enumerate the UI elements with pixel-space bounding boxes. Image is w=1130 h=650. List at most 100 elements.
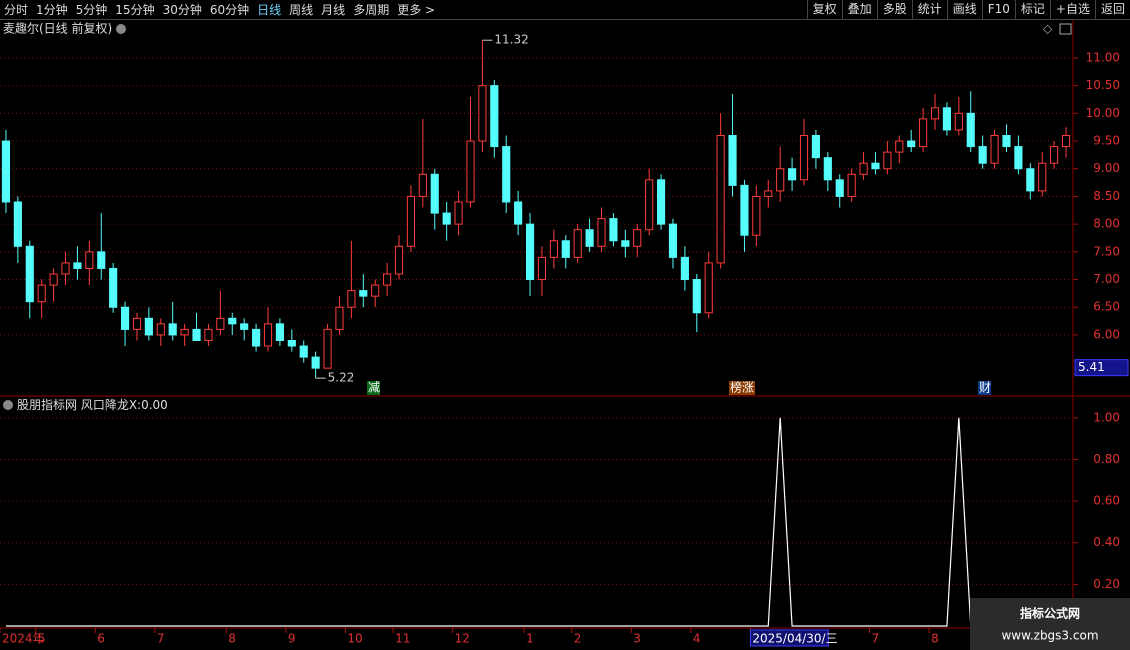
x-tick-label: 10 xyxy=(347,632,362,646)
toggle-icon[interactable] xyxy=(1059,23,1072,35)
candle-body xyxy=(811,135,820,159)
candle-body xyxy=(240,323,249,330)
candle-body xyxy=(25,245,34,303)
diamond-icon[interactable]: ◇ xyxy=(1043,22,1053,36)
event-marker: 减 xyxy=(368,381,380,395)
candle-body xyxy=(954,112,963,131)
candle-body xyxy=(752,195,761,236)
candle-body xyxy=(490,85,499,148)
x-tick-label: 4 xyxy=(693,632,701,646)
x-tick-label: 11 xyxy=(395,632,410,646)
candle-body xyxy=(109,267,118,308)
x-tick-label: 2 xyxy=(574,632,582,646)
toolbar: 分时 1分钟 5分钟 15分钟 30分钟 60分钟 日线 周线 月线 多周期 更多 > 复权 叠加 多股统… xyxy=(0,0,1130,20)
candle-body xyxy=(132,317,142,330)
candle-body xyxy=(49,273,58,286)
candle-body xyxy=(573,229,582,258)
toolbar-button[interactable]: 15分钟 xyxy=(115,3,155,17)
candle-body xyxy=(799,135,809,181)
y-tick-label: 8.00 xyxy=(1093,217,1120,231)
toolbar-button[interactable]: +自选 xyxy=(1049,0,1095,19)
toolbar-button[interactable]: 返回 xyxy=(1094,0,1130,19)
candle-body xyxy=(728,135,737,186)
candle-body xyxy=(776,168,785,192)
candle-body xyxy=(430,173,439,214)
x-tick-label: 12 xyxy=(455,632,470,646)
x-tick-label: 6 xyxy=(97,632,105,646)
candle-body xyxy=(1002,135,1011,148)
candle-body xyxy=(823,157,832,181)
candle-body xyxy=(537,256,547,281)
candle-body xyxy=(144,317,153,336)
candle-body xyxy=(514,201,523,225)
toolbar-button[interactable]: 30分钟 xyxy=(162,3,202,17)
candle-body xyxy=(1014,146,1023,170)
toolbar-button[interactable]: 复权 xyxy=(806,0,842,19)
candle-body xyxy=(156,323,165,336)
y-tick-label: 6.00 xyxy=(1093,327,1120,341)
candle-body xyxy=(525,223,535,281)
candle-body xyxy=(61,262,70,275)
candle-body xyxy=(252,328,261,347)
candle-body xyxy=(478,85,487,142)
period-tabs: 分时 1分钟 5分钟 15分钟 30分钟 60分钟 日线 周线 月线 多周期 更多 > xyxy=(0,0,439,19)
x-tick-label: 5 xyxy=(38,632,46,646)
y-tick-label: 10.50 xyxy=(1086,78,1120,92)
candle-body xyxy=(680,256,689,281)
toolbar-button[interactable]: 统计 xyxy=(911,0,947,19)
candle-body xyxy=(835,179,844,197)
toolbar-button[interactable]: 更多 > xyxy=(397,3,436,17)
candle-body xyxy=(287,339,296,347)
toolbar-button[interactable]: 1分钟 xyxy=(36,3,68,17)
y-tick-label: 9.50 xyxy=(1093,134,1120,148)
watermark-bg xyxy=(970,598,1130,650)
toolbar-button[interactable]: 周线 xyxy=(289,3,314,17)
y-tick-label: 10.00 xyxy=(1086,106,1120,120)
toolbar-button[interactable]: 5分钟 xyxy=(75,3,108,17)
dropdown-icon[interactable] xyxy=(3,400,13,410)
event-marker-bg xyxy=(978,381,991,395)
toolbar-button[interactable]: F10 xyxy=(981,0,1015,19)
candle-body xyxy=(335,306,344,330)
event-marker-bg xyxy=(729,381,755,395)
candle-body xyxy=(1,140,11,203)
x-tick-label: 2024年 xyxy=(2,632,45,646)
toolbar-button[interactable]: 60分钟 xyxy=(209,3,250,17)
toolbar-button[interactable]: 叠加 xyxy=(841,0,877,19)
candle-body xyxy=(204,328,213,341)
watermark-title: 指标公式网 xyxy=(1020,606,1080,621)
watermark-url: www.zbgs3.com xyxy=(1001,629,1098,643)
toolbar-button[interactable]: 多周期 xyxy=(353,3,390,17)
toolbar-button[interactable]: 标记 xyxy=(1014,0,1050,19)
y-tick-label: 11.00 xyxy=(1086,50,1120,64)
candle-body xyxy=(311,356,320,369)
candle-body xyxy=(228,317,237,325)
candle-body xyxy=(740,184,749,236)
candle-body xyxy=(645,179,654,231)
x-tick-label: 7 xyxy=(872,632,880,646)
dropdown-icon[interactable] xyxy=(116,24,126,34)
candle-body xyxy=(871,162,880,170)
indicator-line xyxy=(5,417,1067,627)
candle-body xyxy=(180,328,189,336)
y-tick-label: 0.80 xyxy=(1093,452,1120,466)
x-tick-label: 1 xyxy=(526,632,534,646)
toolbar-button[interactable]: 多股 xyxy=(876,0,912,19)
toolbar-button[interactable]: 月线 xyxy=(321,3,346,17)
candle-body xyxy=(394,245,404,275)
indicator-readout: 0.00 xyxy=(141,398,168,412)
candle-body xyxy=(788,168,797,181)
toolbar-button[interactable]: 日线 xyxy=(257,3,282,17)
y-tick-label: 0.60 xyxy=(1093,494,1120,508)
candle-body xyxy=(561,240,570,258)
indicator-title: 股朋指标网 风口降龙X:0.00 xyxy=(17,397,168,412)
toolbar-button[interactable]: 分时 xyxy=(4,3,29,17)
candle-body xyxy=(978,146,987,164)
toolbar-button[interactable]: 画线 xyxy=(946,0,982,19)
tool-buttons: 复权 叠加 多股 统计 画线 F10 标记 +自选 返回 xyxy=(806,0,1130,19)
candle-body xyxy=(883,151,892,170)
x-tick-label: 8 xyxy=(931,632,939,646)
x-tick-label: 7 xyxy=(157,632,165,646)
candle-body xyxy=(966,112,975,148)
candle-body xyxy=(383,273,392,286)
